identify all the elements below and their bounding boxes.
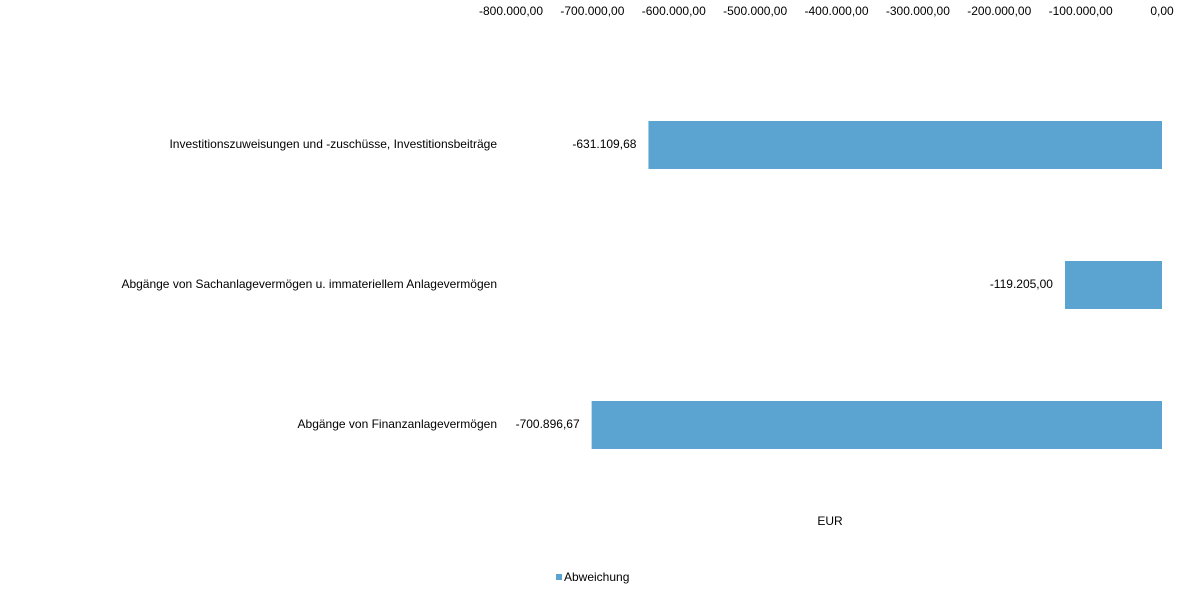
y-tick-label: Abgänge von Sachanlagevermögen u. immate… bbox=[121, 277, 497, 291]
x-tick-label: -400.000,00 bbox=[804, 4, 868, 18]
bar bbox=[591, 401, 1162, 449]
y-tick-label: Investitionszuweisungen und -zuschüsse, … bbox=[169, 137, 497, 151]
bar bbox=[1064, 261, 1162, 309]
legend-swatch bbox=[556, 574, 562, 580]
axis-title: EUR bbox=[817, 514, 843, 528]
legend-label: Abweichung bbox=[564, 570, 629, 584]
x-tick-label: -600.000,00 bbox=[642, 4, 706, 18]
bar bbox=[648, 121, 1162, 169]
x-tick-label: 0,00 bbox=[1150, 4, 1174, 18]
x-tick-label: -700.000,00 bbox=[560, 4, 624, 18]
y-tick-label: Abgänge von Finanzanlagevermögen bbox=[298, 417, 497, 431]
x-tick-label: -800.000,00 bbox=[479, 4, 543, 18]
data-label: -119.205,00 bbox=[990, 277, 1053, 291]
data-label: -631.109,68 bbox=[572, 137, 636, 151]
x-tick-label: -200.000,00 bbox=[967, 4, 1031, 18]
x-tick-label: -100.000,00 bbox=[1049, 4, 1113, 18]
data-label: -700.896,67 bbox=[516, 417, 580, 431]
x-tick-label: -300.000,00 bbox=[886, 4, 950, 18]
x-tick-label: -500.000,00 bbox=[723, 4, 787, 18]
